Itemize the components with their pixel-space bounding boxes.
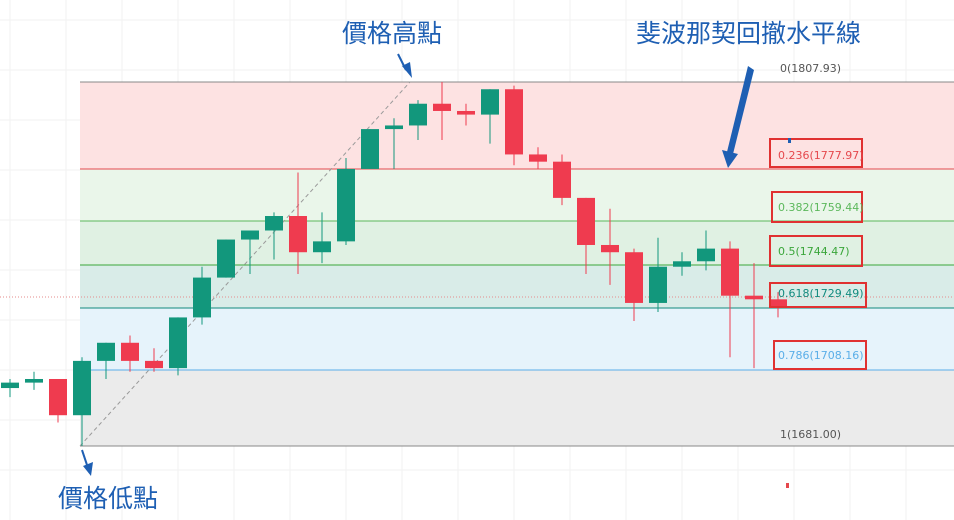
candle-body <box>337 168 355 242</box>
fib-label-0.382: 0.382(1759.44) <box>778 201 864 214</box>
candle-body <box>721 248 739 296</box>
marker-dot-red <box>786 483 789 488</box>
candle-body <box>97 342 115 361</box>
candle-body <box>601 244 619 253</box>
candle-body <box>49 378 67 416</box>
candle-body <box>697 248 715 262</box>
candle-body <box>769 299 787 307</box>
candle-body <box>529 154 547 162</box>
candle-body <box>73 360 91 416</box>
candle-body <box>217 239 235 278</box>
title-annotation: 斐波那契回撤水平線 <box>636 19 861 48</box>
high-arrow <box>397 53 412 78</box>
fib-label-box-0.786 <box>773 340 867 370</box>
fib-bands <box>80 82 954 446</box>
candle-body <box>385 125 403 130</box>
low-annotation: 價格低點 <box>58 484 158 513</box>
candle-body <box>169 317 187 369</box>
candle-body <box>505 89 523 155</box>
candle-body <box>361 129 379 169</box>
candle-body <box>649 266 667 303</box>
fib-label-0: 0(1807.93) <box>780 62 841 75</box>
fib-label-box-0.618 <box>769 282 867 308</box>
candle-body <box>433 103 451 111</box>
candle-body <box>193 277 211 318</box>
candle-body <box>553 161 571 198</box>
fib-band-0.786 <box>80 370 954 446</box>
candle-body <box>1 382 19 389</box>
fib-label-box-0.5 <box>769 235 863 267</box>
candle-body <box>265 216 283 231</box>
marker-dot <box>788 138 791 143</box>
candle-body <box>121 342 139 361</box>
candle-body <box>745 295 763 300</box>
fib-label-0.618: 0.618(1729.49) <box>778 287 864 300</box>
candle-body <box>625 252 643 303</box>
candle-body <box>673 261 691 267</box>
fib-label-box-0.236 <box>769 138 863 168</box>
fib-label-box-0.382 <box>771 191 863 223</box>
fib-label-1: 1(1681.00) <box>780 428 841 441</box>
candles <box>1 82 787 446</box>
trend-line <box>79 81 411 447</box>
fib-label-0.786: 0.786(1708.16) <box>778 349 864 362</box>
high-annotation: 價格高點 <box>342 19 442 48</box>
fib-band-0.382 <box>80 221 954 265</box>
candle-body <box>313 241 331 253</box>
candle-body <box>481 89 499 115</box>
candle-body <box>145 360 163 369</box>
candle-body <box>409 103 427 126</box>
low-arrow <box>81 449 93 476</box>
candle-body <box>25 378 43 383</box>
candle-body <box>457 110 475 115</box>
candle-body <box>577 197 595 245</box>
title-arrow <box>722 66 754 168</box>
fib-labels: 0(1807.93) 0.236(1777.97) 0.382(1759.44) 0.… <box>769 62 867 441</box>
candle-body <box>289 216 307 253</box>
candle-body <box>241 230 259 240</box>
fib-band-0.236 <box>80 169 954 221</box>
fib-label-0.5: 0.5(1744.47) <box>778 245 850 258</box>
fib-label-0.236: 0.236(1777.97) <box>778 149 864 162</box>
fib-band-0.618 <box>80 308 954 370</box>
